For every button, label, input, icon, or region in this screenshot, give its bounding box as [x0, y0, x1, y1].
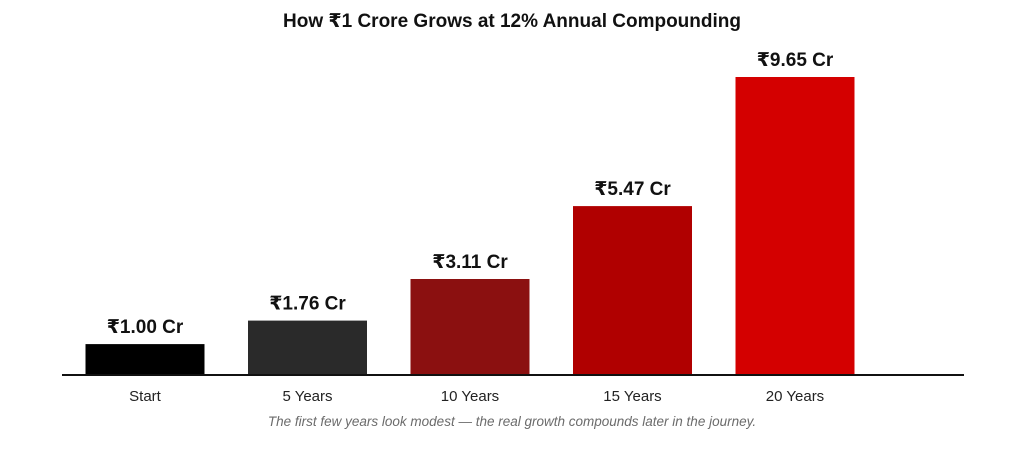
bar-value-label-2: ₹3.11 Cr [432, 252, 508, 273]
chart-caption: The first few years look modest — the re… [268, 414, 756, 429]
bars-layer [85, 77, 855, 375]
x-tick-label-3: 15 Years [603, 388, 661, 405]
x-tick-label-2: 10 Years [441, 388, 499, 405]
bar-3 [573, 206, 692, 375]
x-tick-labels-layer: Start 5 Years 10 Years 15 Years 20 Years [129, 388, 824, 405]
x-tick-label-0: Start [129, 388, 162, 405]
bar-4 [735, 77, 855, 375]
bar-value-label-0: ₹1.00 Cr [107, 317, 184, 338]
bar-0 [85, 344, 205, 375]
bar-value-label-1: ₹1.76 Cr [269, 294, 346, 315]
chart-title: How ₹1 Crore Grows at 12% Annual Compoun… [283, 11, 741, 32]
value-labels-layer: ₹1.00 Cr ₹1.76 Cr ₹3.11 Cr ₹5.47 Cr ₹9.65 Cr [107, 50, 834, 338]
bar-1 [248, 320, 367, 375]
bar-value-label-3: ₹5.47 Cr [594, 179, 671, 200]
bar-value-label-4: ₹9.65 Cr [757, 50, 834, 71]
x-tick-label-1: 5 Years [282, 388, 332, 405]
bar-2 [410, 279, 530, 375]
x-tick-label-4: 20 Years [766, 388, 824, 405]
